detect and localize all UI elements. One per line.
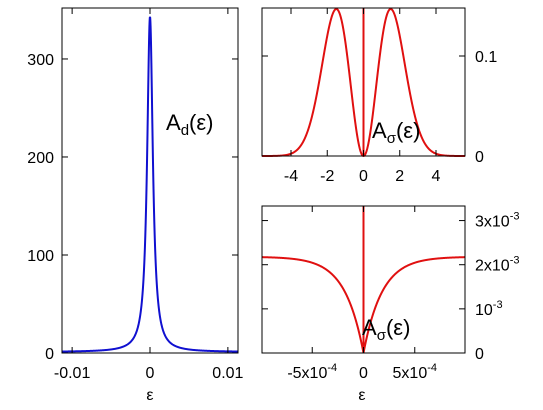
x-axis-label-bottom-right: ε [358,387,365,404]
ticks-top-right: -4 -2 0 2 4 0 0.1 [262,8,497,185]
annotation-bottom-right: Aσ(ε) [362,315,410,344]
y-tick-label: 2x10-3 [475,255,519,275]
x-tick-label: 4 [432,168,441,185]
x-tick-label: 2 [395,168,404,185]
annotation-left: Ad(ε) [166,110,214,139]
series-line-top-right [261,7,466,158]
panel-top-right: -4 -2 0 2 4 0 0.1 Aσ(ε) [261,7,497,185]
x-tick-label: -2 [320,168,334,185]
y-tick-label: 200 [27,150,54,167]
y-tick-label: 0.1 [475,49,497,66]
x-tick-label: -5x10-4 [287,362,337,382]
y-tick-label: 10-3 [475,299,503,319]
x-tick-label: 0.01 [212,365,243,382]
plot-frame-left [61,7,239,354]
x-tick-label: 5x10-4 [393,362,437,382]
y-tick-label: 300 [27,52,54,69]
panel-bottom-right: -5x10-4 0 5x10-4 0 10-3 2x10-3 3x10-3 Aσ(ε) ε [261,205,519,404]
x-tick-label: -0.01 [54,365,91,382]
y-tick-label: 3x10-3 [475,211,519,231]
x-axis-label-left: ε [146,387,153,404]
y-tick-label: 0 [45,346,54,363]
annotation-top-right: Aσ(ε) [372,118,420,147]
ticks-bottom-right: -5x10-4 0 5x10-4 0 10-3 2x10-3 3x10-3 [262,206,519,382]
series-line-left [62,16,238,353]
y-tick-label: 0 [475,346,484,363]
y-tick-label: 0 [475,149,484,166]
x-tick-label: 0 [359,365,368,382]
x-tick-label: 0 [359,168,368,185]
x-tick-label: 0 [146,365,155,382]
x-tick-label: -4 [284,168,298,185]
y-tick-label: 100 [27,248,54,265]
